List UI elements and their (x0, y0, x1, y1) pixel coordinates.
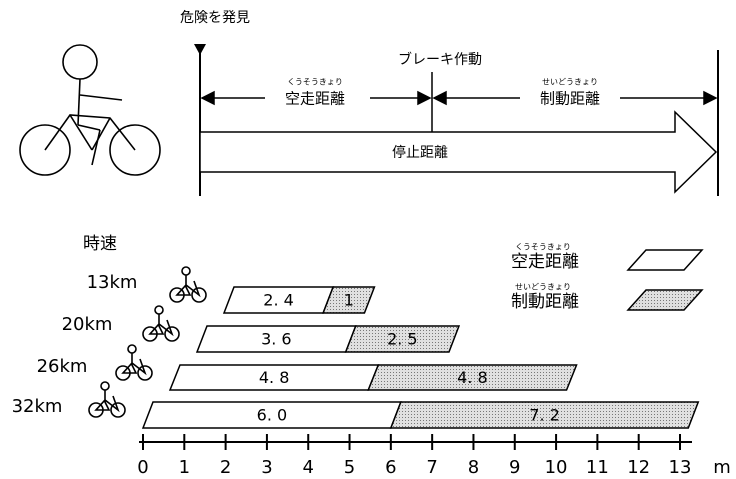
shape (110, 402, 126, 418)
furigana: くうそうきょり (287, 78, 343, 87)
shape (191, 287, 207, 303)
label: 停止距離 (392, 144, 448, 161)
shape (121, 353, 147, 376)
marker (194, 44, 206, 55)
label: 制動距離 (540, 90, 600, 108)
y-tick-label: 13km (87, 272, 138, 293)
value-label: 6. 0 (257, 406, 288, 425)
value-label: 4. 8 (259, 368, 290, 387)
y-tick-label: 26km (37, 356, 88, 377)
bar (389, 401, 700, 429)
legend-swatch (626, 289, 704, 311)
x-tick-label: 1 (179, 457, 190, 478)
x-axis-label: m (713, 457, 731, 478)
value-label: 7. 2 (529, 406, 560, 425)
shape (175, 275, 201, 298)
cyclist-icon (19, 44, 161, 176)
legend-label: 空走距離 (511, 252, 579, 272)
legend-furigana: せいどうきょり (515, 283, 571, 292)
shape (137, 365, 153, 381)
shape (127, 344, 137, 354)
x-tick-label: 12 (627, 457, 650, 478)
value-label: 3. 6 (261, 330, 292, 349)
shape (154, 305, 164, 315)
x-tick-label: 6 (385, 457, 396, 478)
x-tick-label: 10 (545, 457, 568, 478)
cyclist-icon (115, 344, 153, 381)
bar (344, 325, 461, 353)
cyclist-icon (169, 266, 207, 303)
legend-furigana: くうそうきょり (515, 243, 571, 252)
shape (164, 326, 180, 342)
x-tick-label: 2 (220, 457, 231, 478)
label: ブレーキ作動 (398, 51, 482, 68)
shape (148, 314, 174, 337)
cyclist-icon (142, 305, 180, 342)
bar (367, 364, 578, 391)
x-tick-label: 11 (586, 457, 609, 478)
label: 空走距離 (285, 90, 345, 108)
x-tick-label: 0 (137, 457, 148, 478)
legend-swatch (626, 249, 704, 271)
x-tick-label: 7 (426, 457, 437, 478)
y-tick-label: 32km (12, 396, 63, 417)
x-tick-label: 3 (261, 457, 272, 478)
y-tick-label: 20km (62, 314, 113, 335)
big-arrow (199, 110, 718, 194)
arrows (200, 90, 718, 106)
label: 危険を発見 (180, 10, 250, 26)
value-label: 4. 8 (457, 368, 488, 387)
legend-label: 制動距離 (511, 292, 579, 312)
x-tick-label: 9 (509, 457, 520, 478)
value-label: 1 (344, 291, 354, 310)
x-tick-label: 5 (344, 457, 355, 478)
shape (181, 266, 191, 276)
x-tick-label: 13 (669, 457, 692, 478)
bar (322, 286, 376, 314)
shape (94, 390, 120, 413)
furigana: せいどうきょり (542, 78, 598, 87)
shape (100, 381, 110, 391)
cyclist-icon (88, 381, 126, 418)
x-tick-label: 4 (303, 457, 314, 478)
y-axis-label: 時速 (83, 234, 117, 254)
x-tick-label: 8 (468, 457, 479, 478)
value-label: 2. 4 (263, 291, 294, 310)
value-label: 2. 5 (387, 330, 418, 349)
